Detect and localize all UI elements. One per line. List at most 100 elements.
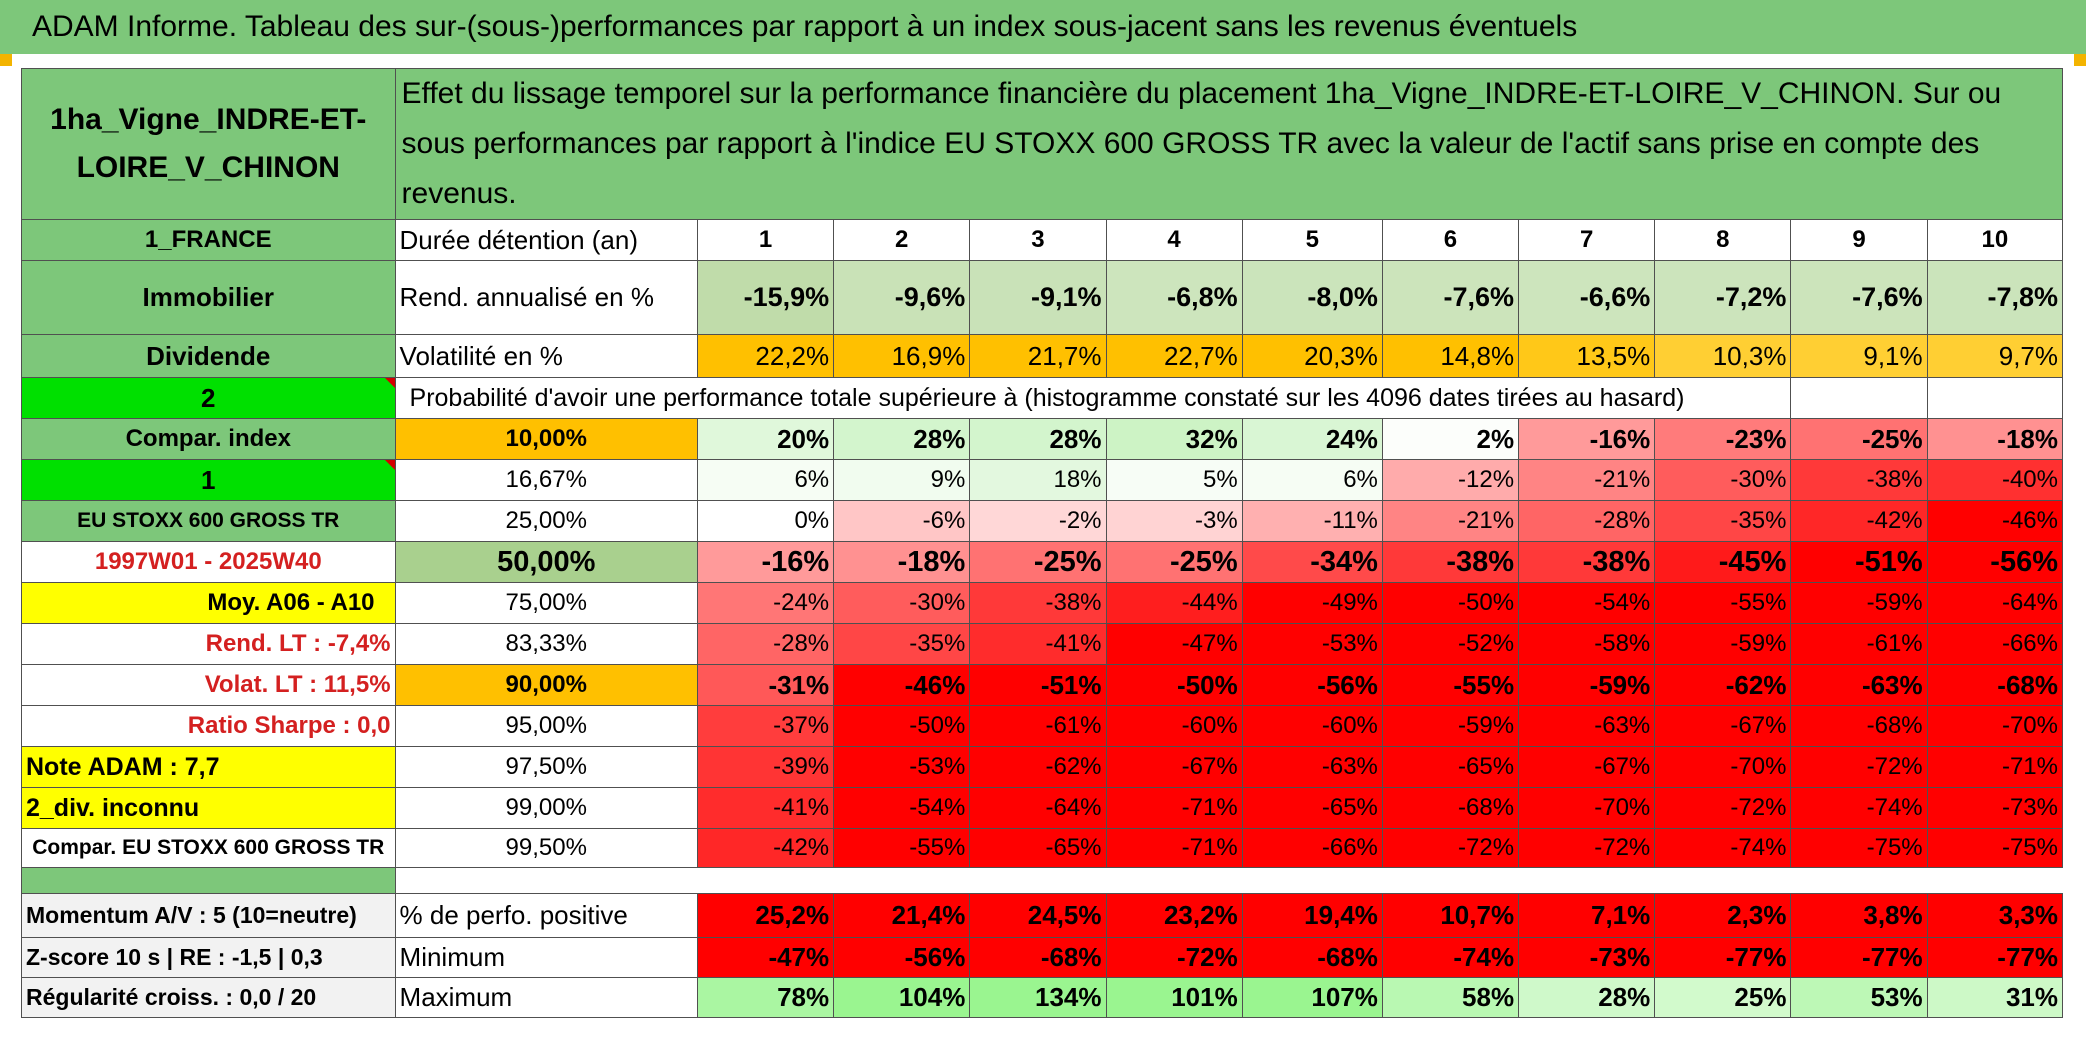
maximum-value: 134%	[969, 977, 1107, 1018]
probability-value: -60%	[1105, 705, 1243, 747]
volat-value: 20,3%	[1241, 334, 1383, 378]
probability-value: -56%	[1926, 541, 2064, 583]
year-header: 6	[1381, 219, 1520, 261]
year-header: 9	[1790, 219, 1928, 261]
probability-value: -51%	[1790, 541, 1928, 583]
threshold-value: 75,00%	[394, 582, 698, 624]
selector-two[interactable]: 2	[21, 377, 396, 419]
rend-value: -9,6%	[833, 260, 971, 335]
positive-value: 24,5%	[969, 893, 1107, 938]
probability-value: -67%	[1518, 746, 1656, 788]
probability-value: -50%	[1105, 664, 1243, 706]
probability-value: -52%	[1381, 623, 1520, 665]
threshold-value: 25,00%	[394, 500, 698, 542]
maximum-value: 101%	[1105, 977, 1243, 1018]
probability-value: -49%	[1241, 582, 1383, 624]
probability-value: -23%	[1654, 418, 1792, 460]
table-description: Effet du lissage temporel sur la perform…	[394, 68, 2064, 220]
probability-value: -21%	[1381, 500, 1520, 542]
div-label: 2_div. inconnu	[21, 787, 396, 829]
maximum-value: 107%	[1241, 977, 1383, 1018]
year-header: 1	[696, 219, 835, 261]
positive-value: 2,3%	[1654, 893, 1792, 938]
country-label: 1_FRANCE	[21, 219, 396, 261]
probability-value: -59%	[1790, 582, 1928, 624]
probability-value: -41%	[696, 787, 835, 829]
probability-value: -55%	[1381, 664, 1520, 706]
probability-value: -35%	[1654, 500, 1792, 542]
probability-value: -2%	[969, 500, 1107, 542]
probability-value: -72%	[1790, 746, 1928, 788]
minimum-value: -77%	[1790, 937, 1928, 978]
probability-value: 9%	[833, 459, 971, 501]
volat-value: 22,2%	[696, 334, 835, 378]
probability-value: -59%	[1654, 623, 1792, 665]
volat-value: 9,7%	[1926, 334, 2064, 378]
probability-value: -71%	[1105, 787, 1243, 829]
report-title: ADAM Informe. Tableau des sur-(sous-)per…	[0, 0, 2086, 54]
performance-table: 1ha_Vigne_INDRE-ET-LOIRE_V_CHINON Effet …	[21, 68, 2064, 1018]
probability-value: 24%	[1241, 418, 1383, 460]
probability-value: -72%	[1518, 828, 1656, 868]
probability-value: -54%	[833, 787, 971, 829]
year-header: 8	[1654, 219, 1792, 261]
probability-value: -39%	[696, 746, 835, 788]
volat-value: 21,7%	[969, 334, 1107, 378]
probability-value: -68%	[1926, 664, 2064, 706]
year-header: 2	[833, 219, 971, 261]
period-label: 1997W01 - 2025W40	[21, 541, 396, 583]
probability-value: -65%	[1381, 746, 1520, 788]
rend-value: -7,2%	[1654, 260, 1792, 335]
positive-value: 19,4%	[1241, 893, 1383, 938]
compar-label: Compar. EU STOXX 600 GROSS TR	[21, 828, 396, 868]
probability-value: -60%	[1241, 705, 1383, 747]
rend-value: -7,8%	[1926, 260, 2064, 335]
probability-value: -70%	[1654, 746, 1792, 788]
selector-one[interactable]: 1	[21, 459, 396, 501]
rend-value: -7,6%	[1381, 260, 1520, 335]
threshold-value: 95,00%	[394, 705, 698, 747]
probability-value: 28%	[969, 418, 1107, 460]
probability-value: -41%	[969, 623, 1107, 665]
probability-value: -64%	[969, 787, 1107, 829]
positive-left-label: Momentum A/V : 5 (10=neutre)	[21, 893, 396, 938]
probability-value: -70%	[1926, 705, 2064, 747]
probability-value: -50%	[1381, 582, 1520, 624]
threshold-value: 10,00%	[394, 418, 698, 460]
threshold-value: 97,50%	[394, 746, 698, 788]
probability-value: -59%	[1518, 664, 1656, 706]
threshold-value: 50,00%	[394, 541, 698, 583]
probability-value: 32%	[1105, 418, 1243, 460]
probability-value: -63%	[1241, 746, 1383, 788]
probability-value: -31%	[696, 664, 835, 706]
probability-value: -51%	[969, 664, 1107, 706]
probability-value: -65%	[969, 828, 1107, 868]
probability-value: 2%	[1381, 418, 1520, 460]
positive-value: 7,1%	[1518, 893, 1656, 938]
probability-value: -50%	[833, 705, 971, 747]
rend-value: -8,0%	[1241, 260, 1383, 335]
probability-value: -46%	[1926, 500, 2064, 542]
probability-value: 20%	[696, 418, 835, 460]
probability-value: -25%	[1790, 418, 1928, 460]
probability-value: -70%	[1518, 787, 1656, 829]
threshold-value: 99,50%	[394, 828, 698, 868]
volat-value: 16,9%	[833, 334, 971, 378]
rend-lt-label: Rend. LT : -7,4%	[21, 623, 396, 665]
maximum-value: 53%	[1790, 977, 1928, 1018]
minimum-value: -68%	[1241, 937, 1383, 978]
index-name-label: EU STOXX 600 GROSS TR	[21, 500, 396, 542]
year-header: 10	[1926, 219, 2064, 261]
probability-value: -6%	[833, 500, 971, 542]
probability-value: -38%	[969, 582, 1107, 624]
probability-value: -72%	[1381, 828, 1520, 868]
rend-value: -9,1%	[969, 260, 1107, 335]
duration-label: Durée détention (an)	[394, 219, 698, 261]
minimum-row-label: Minimum	[394, 937, 698, 978]
minimum-value: -56%	[833, 937, 971, 978]
probability-value: -62%	[969, 746, 1107, 788]
threshold-value: 83,33%	[394, 623, 698, 665]
rend-value: -6,6%	[1518, 260, 1656, 335]
probability-value: -12%	[1381, 459, 1520, 501]
volat-value: 9,1%	[1790, 334, 1928, 378]
